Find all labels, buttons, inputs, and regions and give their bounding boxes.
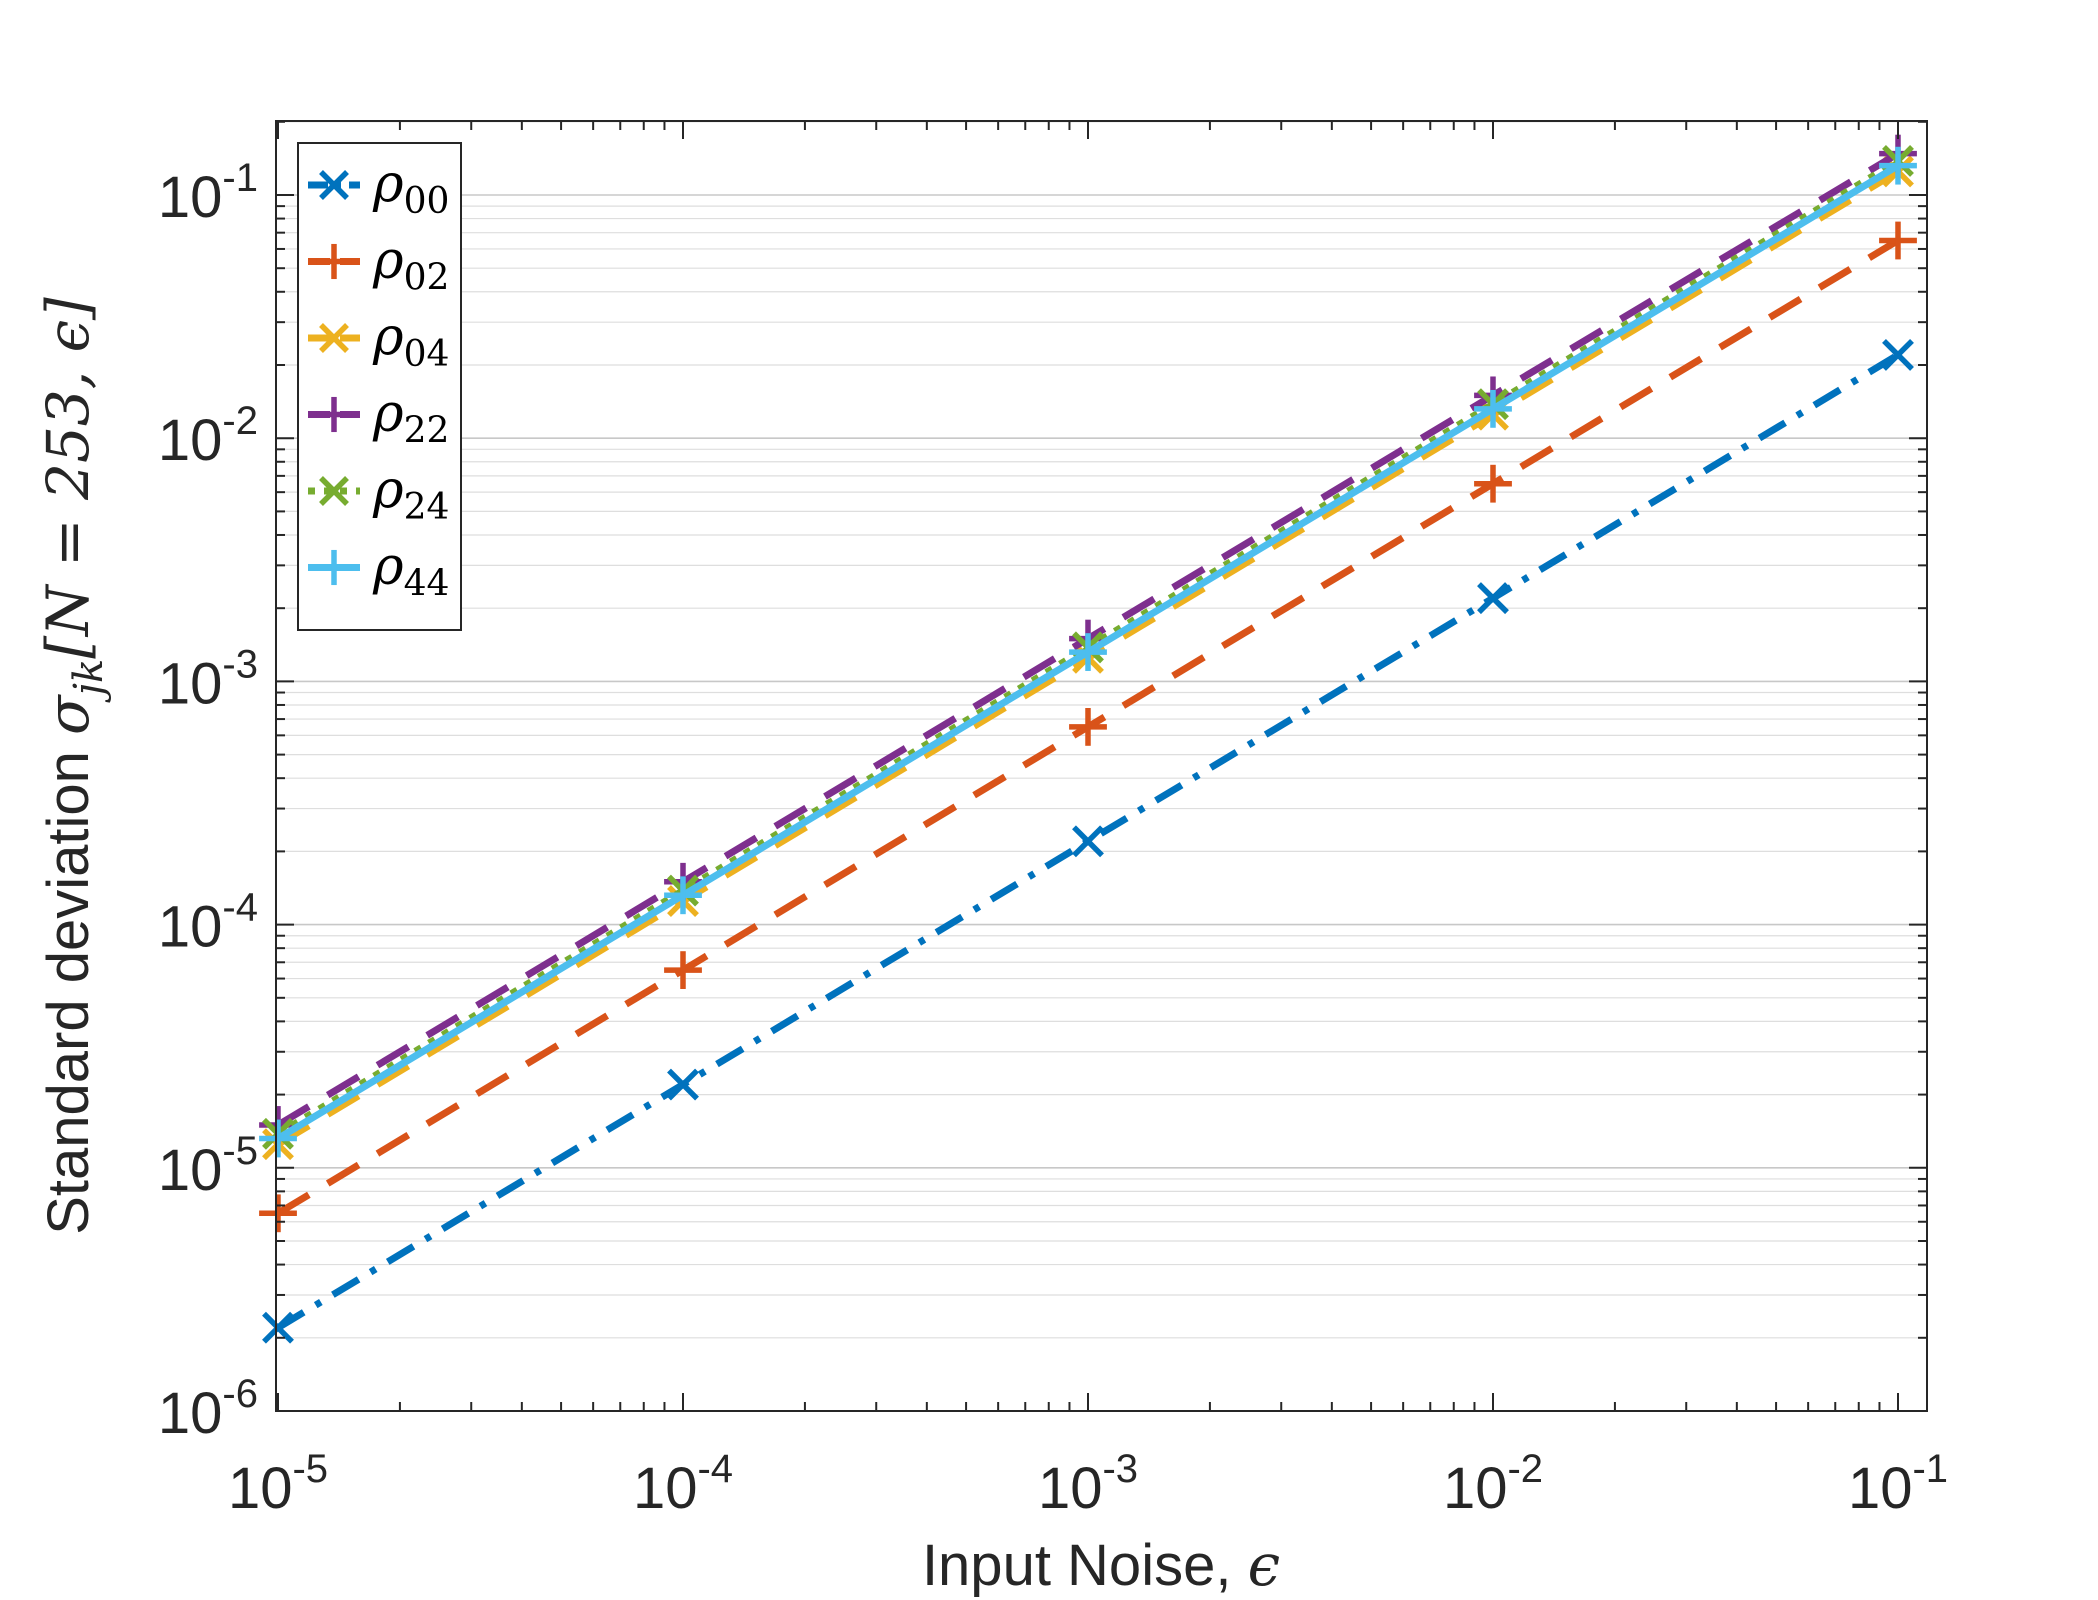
legend-item-04[interactable]: ρ04	[308, 307, 449, 375]
y-tick-base: 10	[158, 165, 223, 230]
y-tick-base: 10	[158, 1381, 223, 1446]
y-tick-exponent: -5	[222, 1129, 258, 1173]
legend-label: ρ24	[372, 460, 449, 528]
series-layer	[259, 134, 1917, 1344]
y-tick-label: 10-5	[158, 1129, 258, 1203]
y-tick-label: 10-1	[158, 156, 258, 230]
legend-label: ρ04	[372, 307, 449, 375]
legend-item-02[interactable]: ρ02	[308, 231, 449, 299]
svg-text:10-6: 10-6	[158, 1372, 258, 1446]
data-point	[664, 876, 702, 915]
legend-marker	[319, 323, 349, 353]
axis-titles: Input Noise, ϵ Standard deviation σjk[N =…	[34, 297, 1280, 1599]
y-tick-exponent: -6	[222, 1372, 258, 1416]
series-44	[259, 146, 1917, 1158]
data-point	[1069, 633, 1107, 671]
ticks	[276, 120, 1927, 1412]
x-axis-title: Input Noise, ϵ	[922, 1531, 1280, 1599]
axes-box	[275, 120, 1928, 1412]
legend-marker	[319, 476, 349, 506]
tick-labels: 10-610-510-410-310-210-110-5 10-4 10-3 10-2…	[158, 156, 1948, 1521]
legend-item-00[interactable]: ρ00	[308, 154, 449, 222]
legend-item-44[interactable]: ρ44	[308, 537, 449, 605]
data-point	[1474, 389, 1512, 428]
legend-item-24[interactable]: ρ24	[308, 460, 449, 528]
data-point	[1879, 221, 1917, 260]
x-tick-base: 10	[633, 1456, 698, 1521]
data-point	[259, 1119, 297, 1158]
svg-text:10-5: 10-5	[158, 1129, 258, 1203]
x-tick-exponent: -5	[292, 1447, 328, 1491]
x-tick-exponent: -1	[1912, 1447, 1948, 1491]
data-point	[262, 1311, 294, 1344]
series-00	[262, 338, 1914, 1344]
data-point	[667, 1068, 699, 1101]
data-point	[1069, 707, 1107, 746]
svg-text:10-4: 10-4	[633, 1447, 733, 1521]
legend-marker	[316, 243, 352, 280]
svg-text:10-4: 10-4	[158, 886, 258, 960]
y-tick-exponent: -1	[222, 156, 258, 200]
legend-marker	[319, 170, 349, 200]
x-tick-base: 10	[228, 1456, 293, 1521]
plot-area	[276, 121, 1927, 1411]
legend-marker	[316, 396, 352, 433]
legend-label: ρ00	[372, 154, 449, 222]
svg-text:10-3: 10-3	[158, 642, 258, 716]
x-tick-label: 10-5	[228, 1447, 328, 1521]
y-tick-label: 10-3	[158, 642, 258, 716]
data-point	[1072, 825, 1104, 858]
y-tick-label: 10-2	[158, 399, 258, 473]
grid	[276, 121, 1927, 1412]
x-tick-label: 10-3	[1038, 1447, 1138, 1521]
data-point	[1474, 464, 1512, 503]
data-point	[259, 1194, 297, 1233]
svg-text:10-3: 10-3	[1038, 1447, 1138, 1521]
svg-text:10-2: 10-2	[158, 399, 258, 473]
y-tick-base: 10	[158, 408, 223, 473]
y-tick-label: 10-6	[158, 1372, 258, 1446]
y-tick-exponent: -4	[222, 886, 258, 930]
data-point	[1477, 582, 1509, 615]
x-tick-label: 10-1	[1848, 1447, 1948, 1521]
y-axis-title: Standard deviation σjk[N = 253, ϵ]	[34, 297, 112, 1235]
legend[interactable]: ρ00 ρ02 ρ04 ρ22 ρ24 ρ44	[297, 142, 462, 631]
x-tick-label: 10-2	[1443, 1447, 1543, 1521]
y-tick-base: 10	[158, 895, 223, 960]
y-tick-base: 10	[158, 651, 223, 716]
y-tick-base: 10	[158, 1138, 223, 1203]
legend-label: ρ22	[372, 384, 449, 452]
legend-item-22[interactable]: ρ22	[308, 384, 449, 452]
y-tick-label: 10-4	[158, 886, 258, 960]
series-02	[259, 221, 1917, 1233]
legend-marker	[316, 549, 352, 586]
legend-label: ρ44	[372, 537, 449, 605]
x-tick-exponent: -2	[1507, 1447, 1543, 1491]
y-tick-exponent: -2	[222, 399, 258, 443]
x-tick-base: 10	[1848, 1456, 1913, 1521]
data-point	[1879, 146, 1917, 185]
svg-text:10-1: 10-1	[1848, 1447, 1948, 1521]
x-tick-exponent: -4	[697, 1447, 733, 1491]
x-tick-label: 10-4	[633, 1447, 733, 1521]
legend-box	[297, 142, 462, 631]
data-point	[664, 951, 702, 989]
x-tick-base: 10	[1038, 1456, 1103, 1521]
data-point	[1882, 338, 1914, 371]
x-tick-base: 10	[1443, 1456, 1508, 1521]
svg-text:10-2: 10-2	[1443, 1447, 1543, 1521]
y-tick-exponent: -3	[222, 642, 258, 686]
svg-text:10-1: 10-1	[158, 156, 258, 230]
x-tick-exponent: -3	[1102, 1447, 1138, 1491]
legend-label: ρ02	[372, 231, 449, 299]
svg-text:10-5: 10-5	[228, 1447, 328, 1521]
